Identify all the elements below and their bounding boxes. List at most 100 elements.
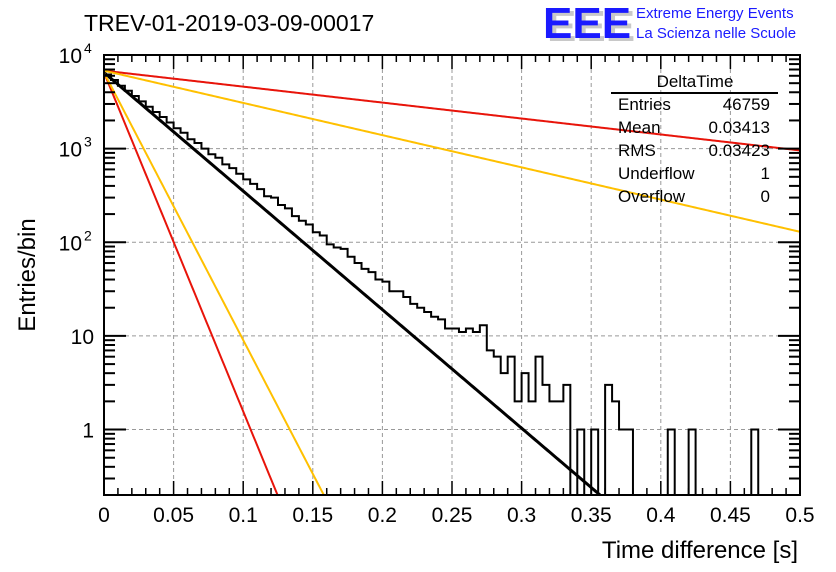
histogram-bin [160, 117, 167, 495]
stats-title: DeltaTime [657, 72, 734, 91]
histogram-bin [222, 164, 229, 495]
stats-label-entries: Entries [618, 95, 671, 114]
y-tick-exponent: 3 [84, 134, 92, 150]
stats-label-mean: Mean [618, 118, 661, 137]
histogram-bin [104, 74, 111, 495]
histogram-bin [466, 328, 473, 495]
stats-label-rms: RMS [618, 141, 656, 160]
histogram-bin [626, 430, 633, 495]
y-tick-label: 1 [82, 420, 94, 443]
x-tick-label: 0.1 [229, 504, 258, 527]
histogram-bin [480, 325, 487, 495]
x-tick-label: 0.3 [507, 504, 536, 527]
x-axis-title: Time difference [s] [602, 537, 798, 564]
histogram-bin [125, 91, 132, 495]
x-tick-label: 0.05 [153, 504, 194, 527]
histogram-bin [529, 401, 536, 495]
histogram-bin [563, 385, 570, 495]
histogram-bin [591, 430, 598, 495]
histogram-bin [501, 373, 508, 495]
histogram-bin [668, 430, 675, 495]
stats-value-rms: 0.03423 [709, 141, 770, 160]
histogram-bin [445, 328, 452, 495]
y-tick-exponent: 2 [84, 227, 92, 243]
histogram-bin [341, 249, 348, 495]
stats-value-overflow: 0 [761, 187, 770, 206]
x-tick-label: 0.15 [292, 504, 333, 527]
histogram-bin [188, 139, 195, 495]
histogram-bin [313, 232, 320, 495]
histogram-bin [473, 332, 480, 495]
fit-line-fit [103, 71, 602, 497]
histogram-bin [118, 86, 125, 495]
chart-title: TREV-01-2019-03-09-00017 [84, 10, 374, 36]
histogram-bin [689, 430, 696, 495]
histogram-bin [542, 385, 549, 495]
histogram-bin [334, 247, 341, 495]
y-tick-exponent: 4 [84, 40, 92, 56]
histogram-bin [355, 263, 362, 495]
x-tick-label: 0.4 [646, 504, 676, 527]
histogram-bin [278, 205, 285, 495]
fit-line-yellow-shallow [103, 69, 801, 233]
logo-letters-shadow: EEE [547, 2, 635, 51]
histogram-bin [459, 332, 466, 495]
x-tick-label: 0.5 [785, 504, 814, 527]
x-tick-label: 0.35 [571, 504, 612, 527]
x-tick-label: 0.45 [710, 504, 751, 527]
logo-letters: EEE [543, 0, 631, 48]
histogram-bin [549, 401, 556, 495]
histogram-bin [264, 196, 271, 495]
histogram-bin [181, 133, 188, 495]
histogram-bin [174, 128, 181, 495]
histogram-bin [508, 357, 515, 495]
stats-box: DeltaTime Entries 46759 Mean 0.03413 RMS 0.03… [611, 72, 778, 206]
x-tick-labels: 0 0.05 0.1 0.15 0.2 0.25 0.3 0.35 0.4 0.45 0.5 [98, 504, 814, 527]
histogram-bin [306, 224, 313, 495]
y-tick-label: 10 [59, 139, 82, 162]
histogram-bin [494, 357, 501, 495]
histogram-bin [605, 385, 612, 495]
x-tick-label: 0 [98, 504, 110, 527]
grid [104, 55, 800, 495]
histogram-bin [438, 319, 445, 495]
stats-label-overflow: Overflow [618, 187, 686, 206]
stats-value-entries: 46759 [723, 95, 770, 114]
histogram-bin [292, 216, 299, 495]
histogram-bin [577, 430, 584, 495]
histogram-bin [250, 184, 257, 495]
y-tick-label: 10 [71, 326, 94, 349]
histogram-bin [320, 236, 327, 495]
x-tick-label: 0.25 [432, 504, 473, 527]
histogram-bin [536, 357, 543, 495]
histogram-bin [515, 401, 522, 495]
histogram-bin [362, 269, 369, 495]
stats-value-mean: 0.03413 [709, 118, 770, 137]
stats-label-underflow: Underflow [618, 164, 695, 183]
fit-line-yellow-steep [103, 72, 325, 496]
histogram-bin [194, 143, 201, 495]
histogram-bin [424, 312, 431, 495]
fit-line-red-steep [103, 72, 279, 496]
histogram-bin [327, 244, 334, 495]
fit-lines [103, 69, 801, 497]
histogram-bin [556, 401, 563, 495]
logo-line2: La Scienza nelle Scuole [636, 25, 796, 42]
histogram-bin [167, 123, 174, 495]
histogram-bins [104, 74, 758, 495]
histogram-bin [612, 401, 619, 495]
histogram-bin [208, 154, 215, 495]
histogram-bin [243, 179, 250, 495]
histogram-bin [215, 158, 222, 495]
histogram-bin [111, 80, 118, 495]
y-tick-label: 10 [59, 45, 82, 68]
histogram-bin [751, 430, 758, 495]
histogram-bin [348, 257, 355, 495]
x-tick-label: 0.2 [368, 504, 397, 527]
axes [103, 54, 801, 496]
histogram-bin [285, 208, 292, 495]
y-tick-label: 10 [59, 232, 82, 255]
histogram-bin [619, 430, 626, 495]
